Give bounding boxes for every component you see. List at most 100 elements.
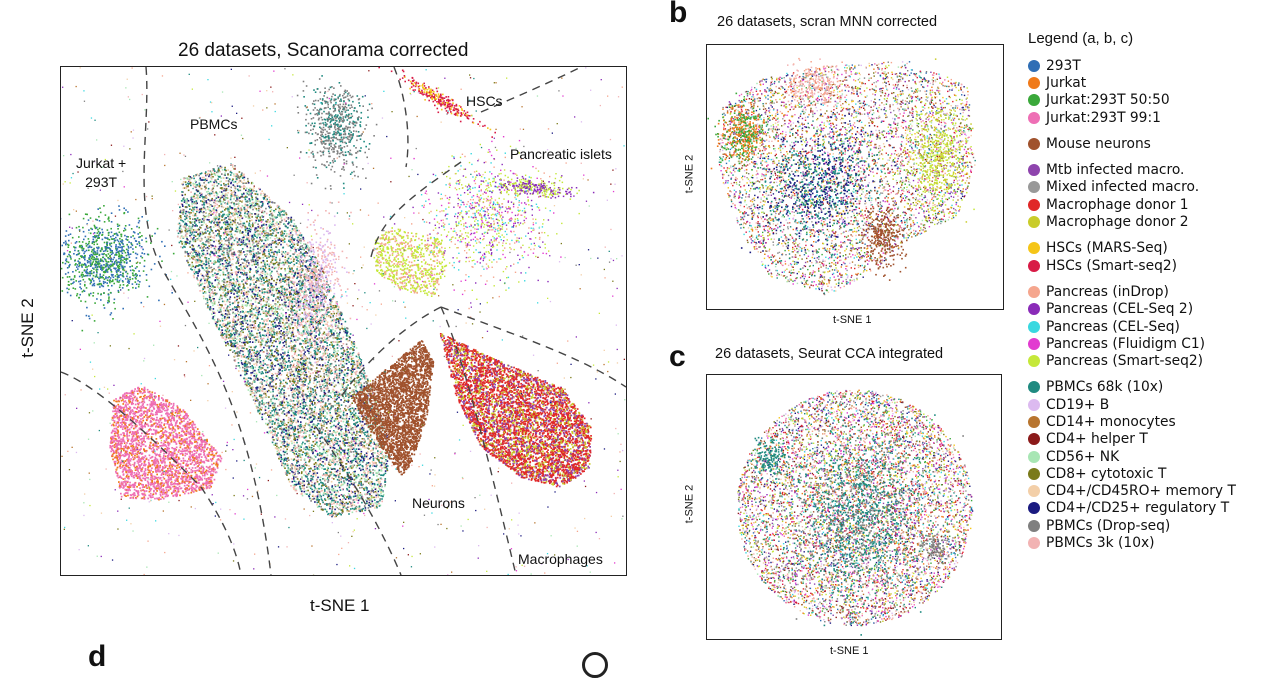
legend-item-label: Pancreas (Fluidigm C1)	[1046, 336, 1205, 352]
pbmc-cluster	[177, 164, 393, 518]
legend-item-label: Macrophage donor 1	[1046, 197, 1189, 213]
legend-item-label: CD4+ helper T	[1046, 431, 1148, 447]
legend-item: Pancreas (Smart-seq2)	[1028, 352, 1236, 369]
panel-b-xlabel: t-SNE 1	[833, 314, 872, 326]
legend-color-dot	[1028, 355, 1040, 367]
panel-b-plot	[706, 44, 1004, 310]
legend-item: CD4+/CD45RO+ memory T	[1028, 483, 1236, 500]
legend-item-label: HSCs (Smart-seq2)	[1046, 258, 1177, 274]
region-label-neurons: Neurons	[412, 495, 465, 511]
panel-a-xlabel: t-SNE 1	[310, 596, 370, 616]
region-label-pancreatic: Pancreatic islets	[510, 146, 612, 162]
legend-color-dot	[1028, 303, 1040, 315]
legend-item-label: PBMCs 68k (10x)	[1046, 379, 1163, 395]
legend-group-gap	[1028, 152, 1236, 161]
293t-jurkat-cluster	[109, 387, 222, 501]
legend-item-label: HSCs (MARS-Seq)	[1046, 240, 1168, 256]
legend-color-dot	[1028, 381, 1040, 393]
legend-item-label: CD4+/CD25+ regulatory T	[1046, 500, 1229, 516]
seurat-cells	[737, 390, 973, 627]
legend-group-gap	[1028, 231, 1236, 240]
legend-item: Pancreas (inDrop)	[1028, 283, 1236, 300]
panel-a-scatter	[61, 67, 626, 575]
pancreas-cluster	[373, 227, 447, 297]
legend-color-dot	[1028, 286, 1040, 298]
legend-color-dot	[1028, 112, 1040, 124]
legend-item: PBMCs 68k (10x)	[1028, 379, 1236, 396]
legend-item: Pancreas (CEL-Seq 2)	[1028, 301, 1236, 318]
legend-item-label: Pancreas (CEL-Seq 2)	[1046, 301, 1193, 317]
legend-color-dot	[1028, 338, 1040, 350]
legend-color-dot	[1028, 502, 1040, 514]
legend-item: PBMCs 3k (10x)	[1028, 534, 1236, 551]
legend-item: HSCs (Smart-seq2)	[1028, 257, 1236, 274]
legend-color-dot	[1028, 468, 1040, 480]
region-label-pbmcs: PBMCs	[190, 116, 237, 132]
legend-item-label: Jurkat:293T 99:1	[1046, 110, 1161, 126]
macrophage-cluster	[440, 333, 592, 487]
legend-item-label: CD4+/CD45RO+ memory T	[1046, 483, 1236, 499]
legend-item: Mtb infected macro.	[1028, 161, 1236, 178]
panel-c-ylabel: t-SNE 2	[683, 485, 695, 524]
legend-color-dot	[1028, 399, 1040, 411]
panel-a-title: 26 datasets, Scanorama corrected	[178, 40, 468, 62]
legend-color-dot	[1028, 199, 1040, 211]
legend-item-label: PBMCs 3k (10x)	[1046, 535, 1155, 551]
region-label-hscs: HSCs	[466, 93, 503, 109]
panel-b-title: 26 datasets, scran MNN corrected	[717, 14, 937, 30]
legend-item-label: Mixed infected macro.	[1046, 179, 1199, 195]
legend-item: Jurkat:293T 99:1	[1028, 109, 1236, 126]
panel-c-xlabel: t-SNE 1	[830, 645, 869, 657]
panel-a-ylabel: t-SNE 2	[18, 298, 38, 358]
panel-c-title: 26 datasets, Seurat CCA integrated	[715, 346, 943, 362]
legend-group-gap	[1028, 370, 1236, 379]
region-label-jurkat-text: Jurkat + 293T	[76, 155, 126, 190]
legend-color-dot	[1028, 520, 1040, 532]
boundary-pbmc-panc	[371, 162, 461, 257]
legend-item-label: CD14+ monocytes	[1046, 414, 1176, 430]
legend-color-dot	[1028, 216, 1040, 228]
legend-color-dot	[1028, 321, 1040, 333]
legend-item-label: CD8+ cytotoxic T	[1046, 466, 1166, 482]
pbmc-dropseq-cluster	[297, 75, 378, 190]
legend-color-dot	[1028, 138, 1040, 150]
region-label-macrophages: Macrophages	[518, 551, 603, 567]
legend-item-label: Pancreas (inDrop)	[1046, 284, 1169, 300]
panel-a-plot	[60, 66, 627, 576]
legend-title: Legend (a, b, c)	[1028, 30, 1236, 47]
legend-item-label: Jurkat	[1046, 75, 1086, 91]
jurkat-cluster	[61, 205, 174, 331]
panel-b-scatter	[707, 45, 1003, 309]
legend-color-dot	[1028, 181, 1040, 193]
legend-item-label: Macrophage donor 2	[1046, 214, 1189, 230]
panel-d-letter: d	[88, 640, 106, 674]
legend-color-dot	[1028, 77, 1040, 89]
legend-color-dot	[1028, 433, 1040, 445]
legend-item: CD4+/CD25+ regulatory T	[1028, 500, 1236, 517]
legend-item-label: Jurkat:293T 50:50	[1046, 92, 1170, 108]
legend-item: Macrophage donor 1	[1028, 196, 1236, 213]
legend-group-gap	[1028, 126, 1236, 135]
legend-item: HSCs (MARS-Seq)	[1028, 240, 1236, 257]
legend-item-label: 293T	[1046, 58, 1081, 74]
legend-item: CD19+ B	[1028, 396, 1236, 413]
legend-color-dot	[1028, 60, 1040, 72]
legend-item: CD14+ monocytes	[1028, 413, 1236, 430]
legend-color-dot	[1028, 94, 1040, 106]
panel-c-letter: c	[669, 340, 686, 374]
legend-color-dot	[1028, 242, 1040, 254]
legend-item: Jurkat	[1028, 74, 1236, 91]
legend-group-gap	[1028, 274, 1236, 283]
legend-color-dot	[1028, 485, 1040, 497]
legend-item-label: CD19+ B	[1046, 397, 1109, 413]
legend-item: Jurkat:293T 50:50	[1028, 92, 1236, 109]
panel-c-scatter	[707, 375, 1001, 639]
legend-item: CD8+ cytotoxic T	[1028, 465, 1236, 482]
legend-item: Mixed infected macro.	[1028, 179, 1236, 196]
legend-item: Mouse neurons	[1028, 135, 1236, 152]
legend-item: CD56+ NK	[1028, 448, 1236, 465]
legend-item-label: PBMCs (Drop-seq)	[1046, 518, 1170, 534]
panel-c-plot	[706, 374, 1002, 640]
panel-b-ylabel: t-SNE 2	[683, 155, 695, 194]
